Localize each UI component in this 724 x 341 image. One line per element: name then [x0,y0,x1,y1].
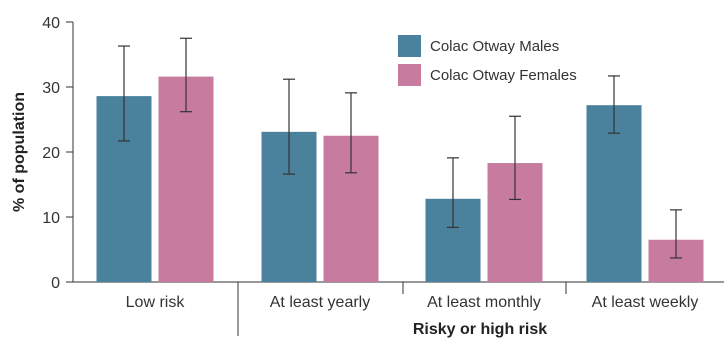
error-bar [118,45,130,142]
legend-swatch [398,35,421,57]
bar [586,105,642,282]
legend-swatch [398,64,421,86]
y-tick-label: 0 [51,275,60,292]
y-ticks: 0 10 20 30 40 [42,15,73,292]
legend-label: Colac Otway Males [430,38,559,55]
error-bar [608,75,620,134]
error-bar [670,209,682,259]
bars [96,37,704,282]
y-axis-title: % of population [11,92,28,212]
y-tick-label: 10 [42,210,60,227]
y-tick-label: 30 [42,80,60,97]
legend: Colac Otway Males Colac Otway Females [398,35,577,86]
x-tick-labels: Low risk At least yearly At least monthly A… [126,294,699,311]
y-tick-label: 40 [42,15,60,32]
x-tick-label: At least monthly [427,294,541,311]
error-bar [509,115,521,201]
error-bar [283,78,295,175]
error-bar [345,92,357,174]
x-tick-label: At least yearly [270,294,370,311]
x-tick-label: At least weekly [592,294,699,311]
error-bar [447,157,459,228]
y-tick-label: 20 [42,145,60,162]
x-tick-label: Low risk [126,294,186,311]
error-bar [180,37,192,113]
x-group-title: Risky or high risk [413,321,547,338]
legend-label: Colac Otway Females [430,67,577,84]
